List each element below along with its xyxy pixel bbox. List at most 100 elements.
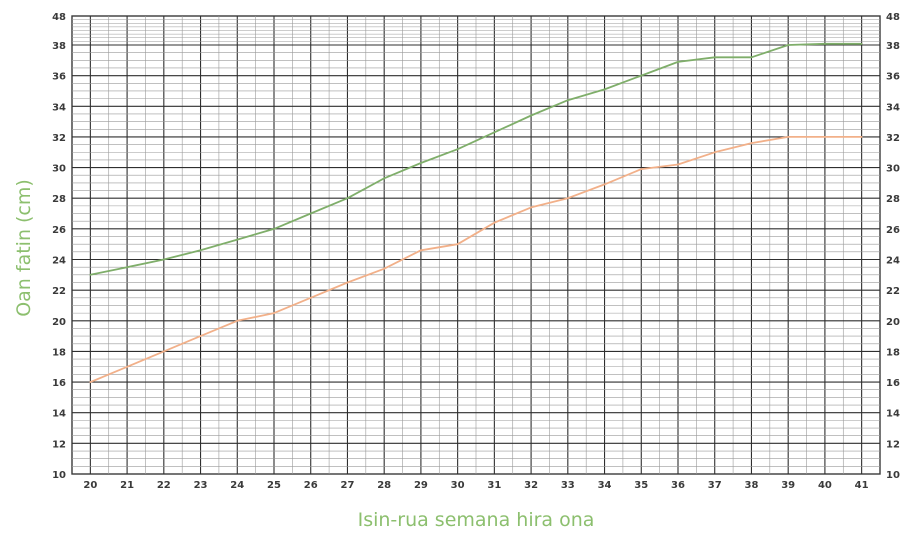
series-2-point [273, 312, 275, 315]
y-tick-label-right: 26 [886, 225, 900, 236]
series-2-point [346, 281, 349, 284]
series-1-point [273, 227, 275, 230]
chart-series [89, 42, 863, 383]
y-tick-label-right: 10 [886, 470, 900, 481]
series-2-point [530, 206, 532, 209]
series-1-point [530, 114, 532, 117]
series-2-point [493, 221, 496, 224]
y-tick-label-left: 10 [52, 470, 66, 481]
x-tick-label: 32 [524, 480, 538, 491]
series-2-point [199, 335, 202, 338]
x-tick-label: 38 [744, 480, 758, 491]
y-tick-label-left: 22 [52, 286, 66, 297]
series-1-point [383, 177, 386, 180]
y-tick-label-left: 48 [52, 12, 66, 23]
x-tick-label: 29 [414, 480, 428, 491]
y-tick-label-right: 48 [886, 12, 900, 23]
series-2-point [824, 136, 826, 138]
series-1-point [420, 162, 422, 164]
series-1-point [126, 266, 128, 269]
y-tick-label-left: 14 [52, 409, 66, 420]
series-2-point [750, 142, 753, 144]
x-axis-title: Isin-rua semana hira ona [358, 509, 595, 531]
series-2-point [860, 136, 863, 138]
series-2-point [603, 183, 606, 186]
series-1-point [750, 56, 753, 59]
x-tick-label: 34 [598, 480, 612, 491]
y-tick-label-left: 24 [52, 256, 66, 267]
x-tick-label: 21 [120, 480, 134, 491]
series-2-point [677, 163, 679, 166]
y-tick-label-left: 38 [52, 41, 66, 52]
series-1-point [493, 131, 496, 134]
chart-grid [71, 15, 881, 475]
series-line-2 [90, 136, 862, 383]
x-tick-label: 28 [377, 480, 391, 491]
series-1-point [236, 238, 239, 241]
y-tick-label-left: 36 [52, 72, 66, 83]
series-2-point [89, 381, 92, 383]
x-tick-label: 20 [83, 480, 97, 491]
y-tick-label-left: 26 [52, 225, 66, 236]
series-1-point [566, 99, 569, 102]
y-tick-label-right: 14 [886, 409, 900, 420]
y-tick-label-left: 16 [52, 378, 66, 389]
y-tick-label-right: 12 [886, 439, 900, 450]
y-tick-label-left: 32 [52, 133, 66, 144]
series-1-point [640, 74, 643, 77]
series-1-point [199, 249, 202, 252]
series-1-point [677, 60, 679, 63]
series-1-point [309, 212, 312, 215]
series-2-point [640, 168, 643, 171]
y-tick-label-left: 34 [52, 102, 66, 113]
x-tick-label: 23 [194, 480, 208, 491]
series-1-point [603, 88, 606, 91]
x-tick-label: 25 [267, 480, 281, 491]
x-tick-label: 30 [451, 480, 465, 491]
y-tick-label-right: 36 [886, 72, 900, 83]
series-2-point [126, 365, 128, 368]
y-tick-label-left: 30 [52, 164, 66, 175]
y-tick-label-left: 20 [52, 317, 66, 328]
series-1-point [456, 148, 459, 151]
series-1-point [713, 56, 716, 59]
x-tick-label: 37 [708, 480, 722, 491]
x-tick-label: 40 [818, 480, 832, 491]
series-2-point [787, 136, 790, 138]
series-2-point [162, 350, 165, 353]
y-tick-label-right: 24 [886, 256, 900, 267]
series-1-point [162, 258, 165, 261]
chart-tick-labels: 20 21 22 23 24 25 26 27 28 29 30 31 32 33 34 35 36 37 38 39… [52, 12, 900, 491]
series-2-point [420, 249, 422, 252]
series-2-point [236, 319, 239, 322]
y-tick-label-right: 18 [886, 347, 900, 358]
series-1-point [346, 197, 349, 200]
y-tick-label-left: 12 [52, 439, 66, 450]
series-1-point [860, 42, 863, 45]
series-2-point [456, 243, 459, 246]
y-axis-title: Oan fatin (cm) [13, 179, 35, 317]
x-tick-label: 36 [671, 480, 685, 491]
y-tick-label-right: 22 [886, 286, 900, 297]
x-tick-label: 33 [561, 480, 575, 491]
x-tick-label: 24 [230, 480, 244, 491]
y-tick-label-right: 38 [886, 41, 900, 52]
x-tick-label: 41 [855, 480, 869, 491]
x-tick-label: 22 [157, 480, 171, 491]
x-tick-label: 27 [340, 480, 354, 491]
y-tick-label-left: 18 [52, 347, 66, 358]
y-tick-label-right: 28 [886, 194, 900, 205]
x-tick-label: 26 [304, 480, 318, 491]
x-tick-label: 35 [634, 480, 648, 491]
series-2-point [309, 296, 312, 299]
y-tick-label-right: 20 [886, 317, 900, 328]
y-tick-label-right: 30 [886, 164, 900, 175]
series-1-point [787, 44, 790, 46]
y-tick-label-right: 16 [886, 378, 900, 389]
x-tick-label: 39 [781, 480, 795, 491]
y-tick-label-right: 32 [886, 133, 900, 144]
series-1-point [824, 42, 826, 45]
series-line-1 [90, 42, 862, 276]
y-tick-label-right: 34 [886, 102, 900, 113]
